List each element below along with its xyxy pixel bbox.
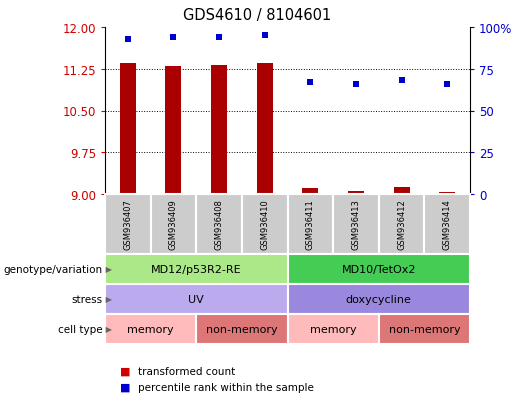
Text: non-memory: non-memory bbox=[388, 324, 460, 334]
Text: GSM936410: GSM936410 bbox=[260, 199, 269, 250]
Text: GSM936407: GSM936407 bbox=[123, 199, 132, 250]
Text: ■: ■ bbox=[121, 382, 131, 392]
Text: ▶: ▶ bbox=[104, 265, 113, 274]
Bar bbox=[348, 192, 364, 195]
Text: genotype/variation: genotype/variation bbox=[3, 264, 102, 274]
Text: GDS4610 / 8104601: GDS4610 / 8104601 bbox=[183, 8, 332, 23]
Text: GSM936414: GSM936414 bbox=[443, 199, 452, 250]
Text: GSM936412: GSM936412 bbox=[397, 199, 406, 250]
Bar bbox=[439, 193, 455, 195]
Bar bbox=[211, 66, 227, 195]
Text: ▶: ▶ bbox=[104, 295, 113, 304]
Text: ■: ■ bbox=[121, 366, 131, 376]
Text: memory: memory bbox=[127, 324, 174, 334]
Text: cell type: cell type bbox=[58, 324, 102, 334]
Text: percentile rank within the sample: percentile rank within the sample bbox=[139, 382, 314, 392]
Text: GSM936409: GSM936409 bbox=[169, 199, 178, 250]
Text: doxycycline: doxycycline bbox=[346, 294, 411, 304]
Bar bbox=[393, 188, 409, 195]
Text: ▶: ▶ bbox=[104, 325, 113, 334]
Text: GSM936411: GSM936411 bbox=[306, 199, 315, 250]
Bar bbox=[302, 189, 318, 195]
Text: stress: stress bbox=[71, 294, 102, 304]
Text: UV: UV bbox=[188, 294, 204, 304]
Bar bbox=[165, 67, 181, 195]
Text: GSM936408: GSM936408 bbox=[215, 199, 224, 250]
Text: GSM936413: GSM936413 bbox=[351, 199, 360, 250]
Text: non-memory: non-memory bbox=[206, 324, 278, 334]
Text: MD12/p53R2-RE: MD12/p53R2-RE bbox=[151, 264, 242, 274]
Bar bbox=[256, 64, 272, 195]
Text: MD10/TetOx2: MD10/TetOx2 bbox=[341, 264, 416, 274]
Text: transformed count: transformed count bbox=[139, 366, 236, 376]
Text: memory: memory bbox=[310, 324, 356, 334]
Bar bbox=[120, 64, 136, 195]
